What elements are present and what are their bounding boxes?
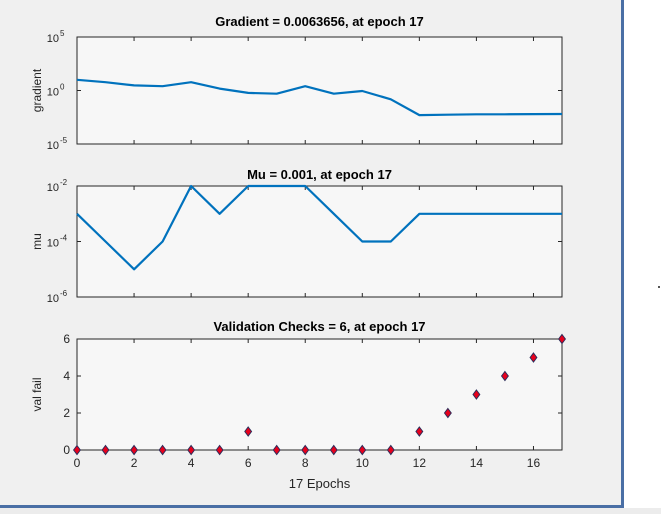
val-fail-point [301, 444, 310, 456]
mu-x-ticks [76, 186, 534, 297]
val-fail-point [158, 444, 167, 456]
mu-y-ticks: 10-610-410-2 [47, 178, 562, 305]
val-fail-point [529, 352, 538, 363]
y-tick-label: 6 [63, 332, 70, 346]
x-tick-label: 8 [302, 456, 309, 470]
y-tick-label: 0 [63, 443, 70, 457]
y-tick-label: 10 [47, 140, 59, 152]
val-fail-point [187, 444, 196, 456]
gradient-ylabel: gradient [30, 68, 44, 112]
mu-series-line [76, 184, 562, 271]
stray-mark [658, 286, 660, 288]
mu-panel: Mu = 0.001, at epoch 17 mu 10-610-410-2 [30, 167, 563, 305]
y-tick-exponent: -2 [60, 178, 68, 187]
mu-axes-frame [76, 185, 563, 298]
gradient-title: Gradient = 0.0063656, at epoch 17 [215, 14, 423, 29]
y-tick-label: 2 [63, 406, 70, 420]
gradient-series-line [76, 78, 563, 117]
y-tick-exponent: -5 [60, 136, 68, 145]
val-fail-title: Validation Checks = 6, at epoch 17 [213, 319, 425, 334]
y-tick-exponent: -4 [60, 234, 68, 243]
val-fail-point [244, 426, 253, 437]
val-fail-point [558, 333, 566, 345]
x-tick-label: 12 [413, 456, 427, 470]
val-fail-panel: Validation Checks = 6, at epoch 17 val f… [30, 319, 566, 491]
x-tick-label: 10 [356, 456, 370, 470]
val-fail-ylabel: val fail [30, 377, 44, 411]
val-fail-point [386, 444, 395, 456]
val-fail-xlabel: 17 Epochs [289, 476, 351, 491]
val-fail-point [215, 444, 224, 456]
val-fail-point [472, 389, 481, 400]
y-tick-label: 10 [47, 33, 59, 45]
y-tick-exponent: 0 [60, 83, 65, 92]
x-tick-label: 2 [131, 456, 138, 470]
y-tick-label: 10 [47, 182, 59, 194]
y-tick-exponent: -6 [60, 289, 68, 298]
mu-ylabel: mu [30, 233, 44, 250]
gradient-panel: Gradient = 0.0063656, at epoch 17 gradie… [30, 14, 563, 152]
status-strip [0, 508, 661, 514]
x-tick-label: 0 [74, 456, 81, 470]
y-tick-exponent: 5 [60, 29, 65, 38]
val-fail-point [500, 370, 509, 382]
gradient-x-ticks [76, 37, 534, 144]
val-fail-markers [73, 333, 566, 456]
x-tick-label: 16 [527, 456, 541, 470]
x-tick-label: 6 [245, 456, 252, 470]
x-tick-label: 14 [470, 456, 484, 470]
val-fail-point [415, 426, 424, 437]
val-fail-point [101, 444, 110, 456]
val-fail-point [443, 407, 452, 419]
val-fail-point [130, 444, 139, 456]
x-tick-label: 4 [188, 456, 195, 470]
y-tick-label: 4 [63, 369, 70, 383]
y-tick-label: 10 [47, 293, 59, 305]
val-fail-axes-frame [76, 338, 563, 451]
val-fail-point [329, 444, 338, 456]
val-fail-point [272, 444, 281, 456]
y-tick-label: 10 [47, 238, 59, 250]
val-fail-point [358, 444, 367, 456]
y-tick-label: 10 [47, 87, 59, 99]
val-fail-point [73, 444, 81, 456]
val-fail-x-ticks: 0 2 4 6 8 10 12 14 16 [74, 339, 541, 470]
mu-title: Mu = 0.001, at epoch 17 [247, 167, 392, 182]
